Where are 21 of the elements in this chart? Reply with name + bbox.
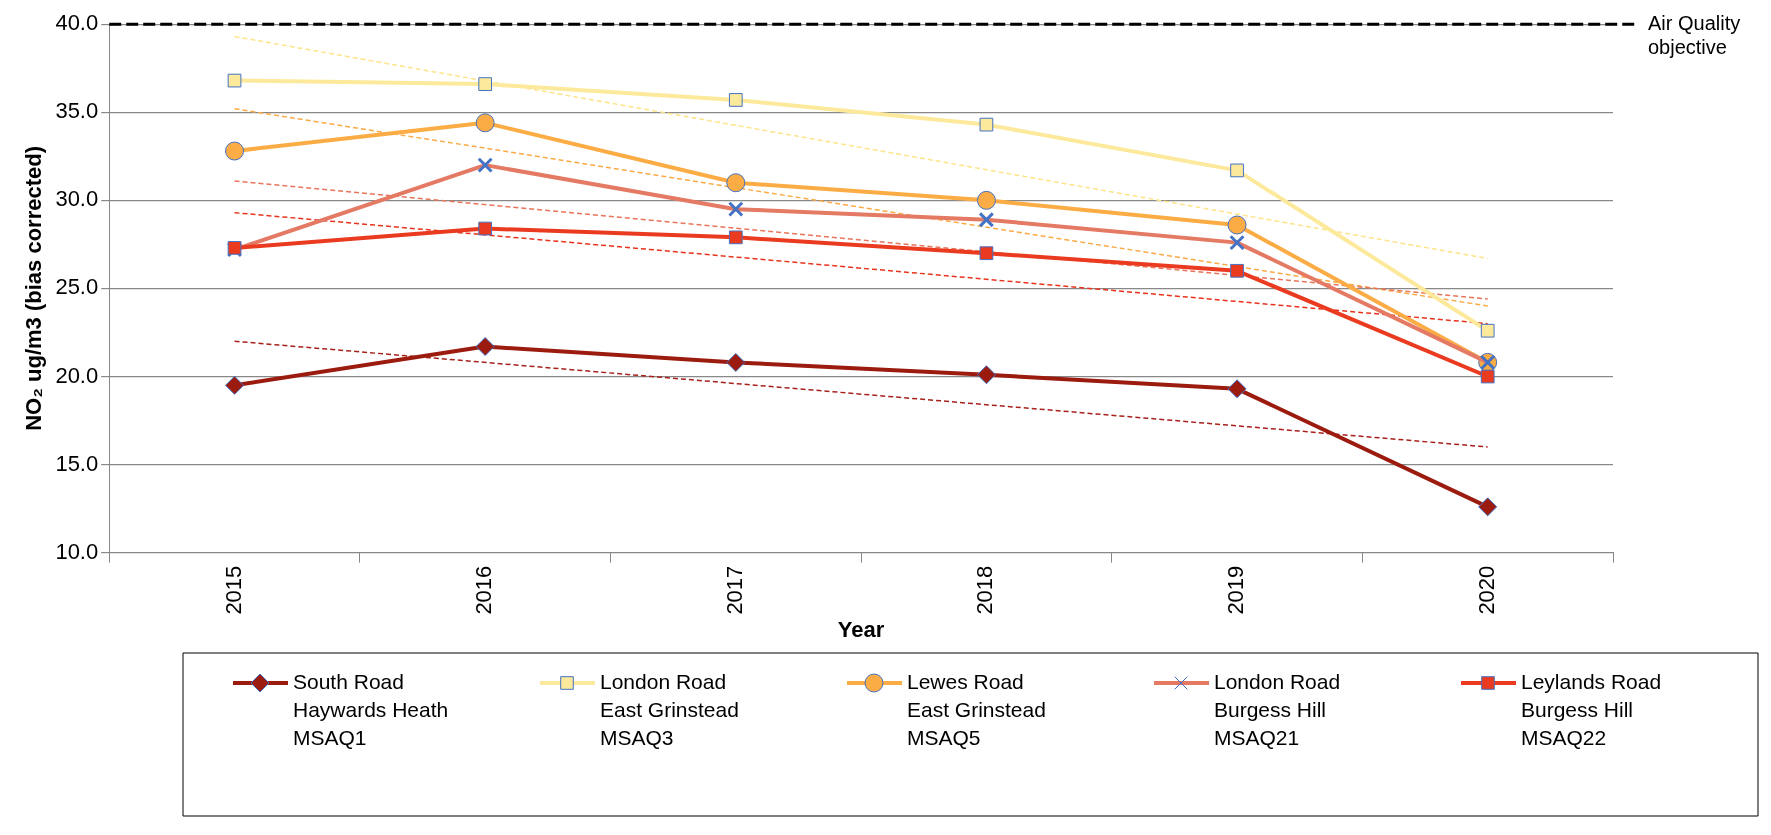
x-tick-label: 2018 [972, 565, 998, 615]
legend-label: London Road Burgess Hill MSAQ21 [1214, 669, 1341, 749]
x-tick-label: 2017 [721, 565, 747, 615]
y-tick-label: 30.0 [55, 186, 99, 212]
y-tick-label: 20.0 [55, 362, 99, 388]
x-tick-label: 2016 [471, 565, 497, 615]
x-tick-label: 2019 [1223, 565, 1249, 615]
legend-label: Leylands Road Burgess Hill MSAQ22 [1521, 669, 1662, 749]
y-tick-label: 25.0 [55, 274, 99, 300]
legend-label: London Road East Grinstead MSAQ3 [600, 669, 739, 749]
y-tick-label: 10.0 [55, 538, 99, 564]
x-tick-label: 2020 [1473, 565, 1499, 615]
ref-line-label: Air Quality objective [1648, 11, 1741, 58]
y-tick-label: 15.0 [55, 450, 99, 476]
x-axis-title: Year [837, 616, 885, 642]
legend-label: South Road Haywards Heath MSAQ1 [293, 669, 449, 749]
y-tick-label: 40.0 [55, 10, 99, 36]
y-axis-title: NO₂ ug/m3 (bias corrected) [21, 146, 47, 431]
legend-label: Lewes Road East Grinstead MSAQ5 [907, 669, 1046, 749]
x-tick-label: 2015 [220, 565, 246, 615]
y-tick-label: 35.0 [55, 98, 99, 124]
